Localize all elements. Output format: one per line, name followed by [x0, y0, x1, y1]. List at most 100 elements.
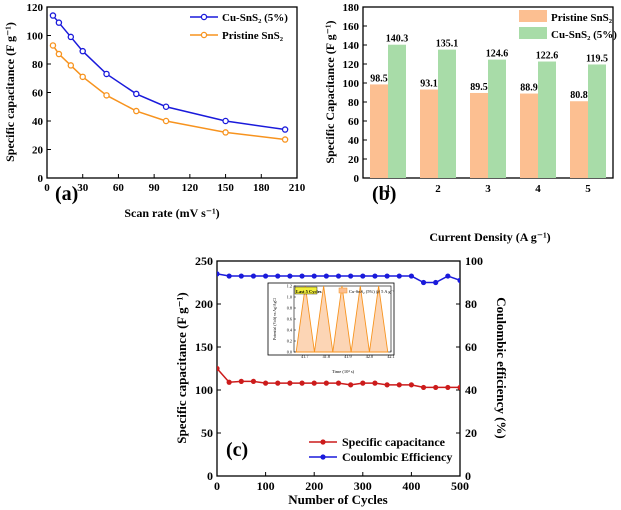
series-line-1 [52, 45, 286, 141]
inset-chart: 0.0 0.2 0.4 0.6 0.8 1.0 1.2 41.7 41.8 41.9 42.0 42.… [267, 282, 395, 374]
panel-c-label: (c) [226, 439, 248, 461]
x-tick-label: 400 [402, 479, 420, 493]
panel-a-label: (a) [55, 183, 78, 205]
y-tick-label: 0 [38, 173, 44, 185]
data-point [372, 380, 378, 386]
data-point [457, 277, 460, 283]
data-point [79, 47, 86, 55]
y-tick-label: 200 [195, 297, 213, 311]
x-tick-label: 5 [585, 183, 591, 195]
inset-x-tick-label: 42.0 [366, 354, 373, 359]
y-tick-label: 100 [195, 383, 213, 397]
bar-data-label: 98.5 [370, 73, 388, 84]
inset-legend-swatch [338, 287, 348, 294]
data-point [384, 273, 390, 279]
data-point [250, 378, 257, 384]
y-tick-label: 120 [343, 59, 360, 71]
inset-x-tick-label: 41.8 [323, 354, 330, 359]
panel-b: 0 20 40 60 80 100 120 140 160 180 1 2 3 4 5 98.5 140.3 9… [323, 2, 617, 244]
panel-c-right-axis-title: Coulombic efficiency (%) [494, 297, 509, 439]
y-tick-label: 40 [348, 135, 360, 147]
data-point [250, 273, 257, 279]
y2-tick-label: 40 [465, 383, 477, 397]
panel-b-label: (b) [372, 183, 396, 205]
bar-cu [588, 64, 606, 178]
data-point [49, 12, 57, 19]
bar-pristine [420, 89, 438, 178]
x-tick-label: 1 [385, 183, 391, 195]
bar-data-label: 88.9 [520, 83, 538, 94]
bar-cu [488, 59, 506, 178]
data-point [275, 273, 281, 279]
panel-b-y-axis-title: Specific Capacitance (F g⁻¹) [323, 20, 337, 163]
data-point [103, 92, 110, 99]
x-tick-label: 210 [289, 182, 306, 194]
y2-tick-label: 0 [465, 469, 471, 483]
x-tick-label: 120 [182, 182, 199, 194]
data-point [348, 382, 354, 388]
y-tick-label: 60 [32, 88, 44, 100]
inset-y-tick-label: 0.8 [287, 306, 292, 311]
data-point [408, 273, 414, 279]
panel-a: 0 30 60 90 120 150 180 210 0 20 40 60 80 100 120 Cu-Sn… [3, 2, 306, 220]
data-point [133, 90, 140, 98]
bar-data-label: 93.1 [420, 79, 438, 90]
data-point [263, 380, 269, 386]
data-point [222, 117, 229, 125]
y2-tick-label: 80 [465, 297, 477, 311]
panel-a-legend: Cu-SnS₂ (5%) Pristine SnS₂ [190, 12, 288, 42]
x-tick-label: 100 [257, 479, 275, 493]
legend-label-pristine: Pristine SnS₂ [222, 30, 284, 42]
data-point [323, 273, 329, 279]
y-tick-label: 150 [195, 340, 213, 354]
legend-marker-efficiency [320, 454, 326, 460]
y-tick-label: 160 [343, 21, 360, 33]
data-point [457, 384, 460, 391]
data-point [79, 73, 86, 81]
data-point [222, 129, 229, 136]
data-point [335, 380, 342, 386]
inset-y-tick-label: 0.6 [287, 317, 292, 322]
x-tick-label: 200 [305, 479, 323, 493]
data-point [67, 62, 75, 69]
data-point [226, 273, 232, 279]
data-point [55, 19, 63, 26]
panel-c: 0 100 200 300 400 500050100150200250020406080… [174, 254, 509, 507]
panel-a-x-axis-title: Scan rate (mV s⁻¹) [124, 206, 219, 220]
inset-cycle-triangle [350, 285, 370, 353]
y-tick-label: 0 [354, 173, 360, 185]
y-tick-label: 120 [27, 2, 44, 14]
data-point [348, 273, 354, 279]
data-point [217, 365, 220, 372]
y-tick-label: 0 [207, 469, 213, 483]
x-tick-label: 90 [149, 182, 161, 194]
inset-x-tick-label: 41.9 [344, 354, 351, 359]
inset-highlight-text: Last 5 Cycles [296, 289, 322, 294]
data-point [396, 382, 402, 388]
data-point [55, 50, 63, 58]
inset-y-axis-title: Potential (Volt) vs Ag/AgCl [273, 298, 277, 340]
legend-swatch-pristine [519, 10, 547, 22]
y-tick-label: 20 [32, 145, 44, 157]
inset-legend-label: Cu-SnS₂ (5%) @ 5 A g⁻¹ [349, 289, 395, 294]
data-point [396, 273, 402, 279]
data-point [420, 279, 427, 286]
inset-y-tick-label: 0.4 [287, 328, 293, 333]
bar-pristine [520, 93, 538, 178]
data-point [360, 380, 366, 386]
legend-label-efficiency: Coulombic Efficiency [342, 450, 452, 464]
data-point [433, 384, 439, 391]
inset-cycle-triangle [368, 285, 389, 353]
y-tick-label: 20 [348, 154, 360, 166]
panel-c-y-axis-title: Specific capacitance (F g⁻¹) [174, 292, 189, 443]
inset-cycle-triangle [313, 285, 334, 353]
x-tick-label: 180 [253, 182, 270, 194]
data-point [420, 384, 427, 391]
bar-cu [538, 61, 556, 178]
data-point [445, 384, 451, 391]
inset-x-axis-title: Time (10³ s) [332, 369, 355, 374]
data-point [311, 273, 317, 279]
legend-marker-capacitance [320, 439, 326, 445]
data-point [217, 271, 220, 277]
